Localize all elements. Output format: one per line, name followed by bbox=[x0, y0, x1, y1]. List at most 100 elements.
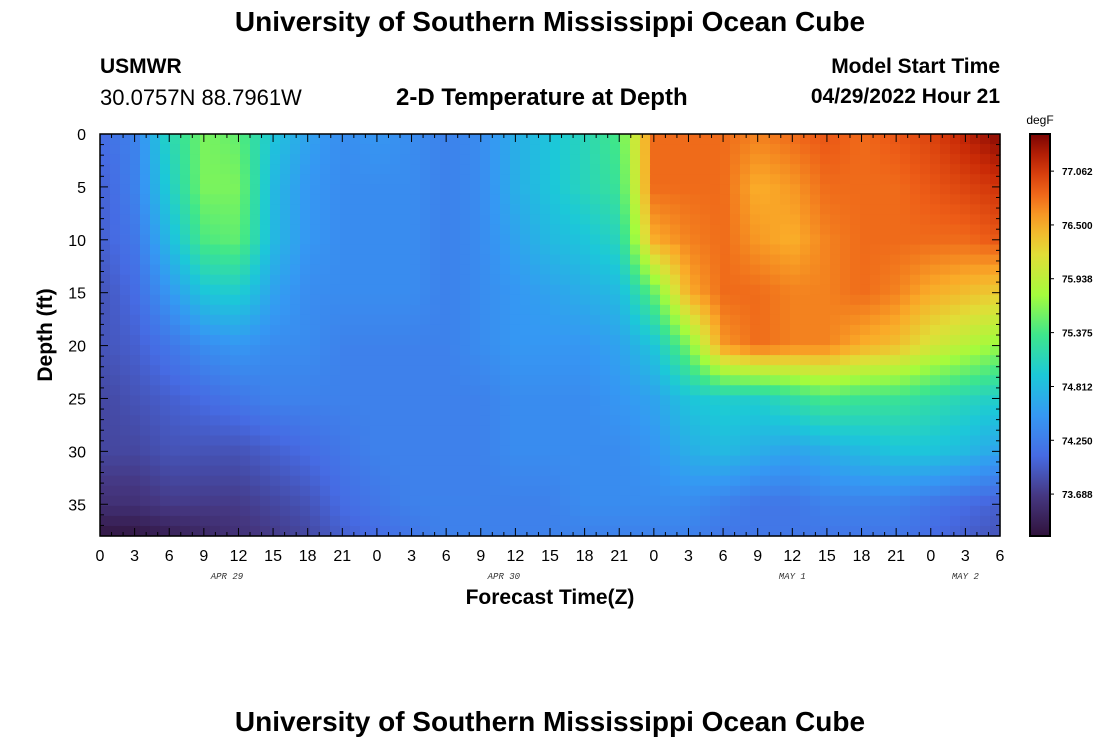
heatmap-cell bbox=[460, 355, 471, 366]
heatmap-cell bbox=[740, 395, 751, 406]
heatmap-cell bbox=[150, 304, 161, 316]
heatmap-cell bbox=[590, 194, 601, 205]
heatmap-cell bbox=[470, 194, 481, 205]
heatmap-cell bbox=[800, 324, 811, 336]
heatmap-cell bbox=[760, 214, 771, 226]
heatmap-cell bbox=[870, 465, 881, 477]
heatmap-cell bbox=[740, 284, 751, 296]
heatmap-cell bbox=[260, 485, 271, 497]
heatmap-cell bbox=[260, 425, 271, 437]
heatmap-cell bbox=[770, 284, 781, 296]
heatmap-cell bbox=[560, 425, 571, 437]
heatmap-cell bbox=[400, 214, 411, 226]
heatmap-cell bbox=[830, 415, 841, 427]
heatmap-cell bbox=[560, 365, 571, 376]
heatmap-cell bbox=[260, 304, 271, 316]
heatmap-cell bbox=[310, 144, 321, 155]
heatmap-cell bbox=[600, 475, 611, 487]
heatmap-cell bbox=[370, 335, 381, 346]
heatmap-cell bbox=[550, 294, 561, 306]
heatmap-cell bbox=[900, 294, 911, 306]
heatmap-cell bbox=[980, 515, 991, 527]
heatmap-cell bbox=[640, 515, 651, 527]
heatmap-cell bbox=[120, 345, 131, 356]
heatmap-cell bbox=[720, 395, 731, 406]
heatmap-cell bbox=[460, 244, 471, 256]
heatmap-cell bbox=[670, 415, 681, 427]
heatmap-cell bbox=[400, 224, 411, 236]
heatmap-cell bbox=[280, 194, 291, 205]
heatmap-cell bbox=[870, 244, 881, 256]
heatmap-cell bbox=[350, 485, 361, 497]
heatmap-cell bbox=[480, 445, 491, 457]
heatmap-cell bbox=[690, 314, 701, 326]
heatmap-cell bbox=[320, 505, 331, 517]
heatmap-cell bbox=[520, 254, 531, 266]
heatmap-cell bbox=[120, 144, 131, 155]
heatmap-cell bbox=[350, 385, 361, 396]
heatmap-cell bbox=[150, 425, 161, 437]
heatmap-cell bbox=[510, 224, 521, 236]
heatmap-cell bbox=[740, 154, 751, 165]
heatmap-cell bbox=[480, 224, 491, 236]
heatmap-cell bbox=[960, 264, 971, 276]
heatmap-cell bbox=[700, 485, 711, 497]
heatmap-cell bbox=[390, 435, 401, 447]
heatmap-cell bbox=[410, 304, 421, 316]
heatmap-cell bbox=[640, 224, 651, 236]
heatmap-cell bbox=[720, 274, 731, 286]
heatmap-cell bbox=[830, 144, 841, 155]
heatmap-cell bbox=[320, 375, 331, 386]
heatmap-cell bbox=[850, 495, 861, 507]
heatmap-cell bbox=[280, 294, 291, 306]
heatmap-cell bbox=[440, 194, 451, 205]
heatmap-cell bbox=[990, 244, 1001, 256]
heatmap-cell bbox=[950, 445, 961, 457]
heatmap-cell bbox=[600, 465, 611, 477]
heatmap-cell bbox=[100, 224, 111, 236]
heatmap-cell bbox=[920, 134, 931, 145]
heatmap-cell bbox=[250, 335, 261, 346]
heatmap-cell bbox=[300, 365, 311, 376]
heatmap-cell bbox=[550, 174, 561, 185]
heatmap-cell bbox=[840, 314, 851, 326]
heatmap-cell bbox=[430, 224, 441, 236]
heatmap-cell bbox=[560, 405, 571, 416]
heatmap-cell bbox=[750, 475, 761, 487]
heatmap-cell bbox=[340, 405, 351, 416]
x-axis-title: Forecast Time(Z) bbox=[466, 586, 635, 609]
heatmap-cell bbox=[850, 395, 861, 406]
heatmap-cell bbox=[400, 505, 411, 517]
heatmap-cell bbox=[520, 244, 531, 256]
heatmap-cell bbox=[900, 214, 911, 226]
heatmap-cell bbox=[300, 525, 311, 537]
heatmap-cell bbox=[620, 314, 631, 326]
heatmap-cell bbox=[940, 274, 951, 286]
heatmap-cell bbox=[370, 134, 381, 145]
heatmap-cell bbox=[370, 254, 381, 266]
heatmap-cell bbox=[230, 525, 241, 537]
heatmap-cell bbox=[110, 264, 121, 276]
heatmap-cell bbox=[230, 284, 241, 296]
heatmap-cell bbox=[380, 184, 391, 195]
heatmap-cell bbox=[610, 144, 621, 155]
y-tick-label: 25 bbox=[68, 391, 86, 408]
heatmap-cell bbox=[100, 465, 111, 477]
heatmap-cell bbox=[580, 335, 591, 346]
heatmap-cell bbox=[530, 314, 541, 326]
heatmap-cell bbox=[620, 254, 631, 266]
heatmap-cell bbox=[170, 274, 181, 286]
heatmap-cell bbox=[920, 365, 931, 376]
heatmap-cell bbox=[120, 294, 131, 306]
heatmap-cell bbox=[510, 184, 521, 195]
heatmap-cell bbox=[410, 485, 421, 497]
heatmap-cell bbox=[770, 365, 781, 376]
heatmap-cell bbox=[250, 405, 261, 416]
heatmap-cell bbox=[700, 505, 711, 517]
heatmap-cell bbox=[920, 435, 931, 447]
heatmap-cell bbox=[830, 284, 841, 296]
heatmap-cell bbox=[700, 375, 711, 386]
heatmap-cell bbox=[540, 254, 551, 266]
heatmap-cell bbox=[330, 425, 341, 437]
heatmap-cell bbox=[760, 304, 771, 316]
